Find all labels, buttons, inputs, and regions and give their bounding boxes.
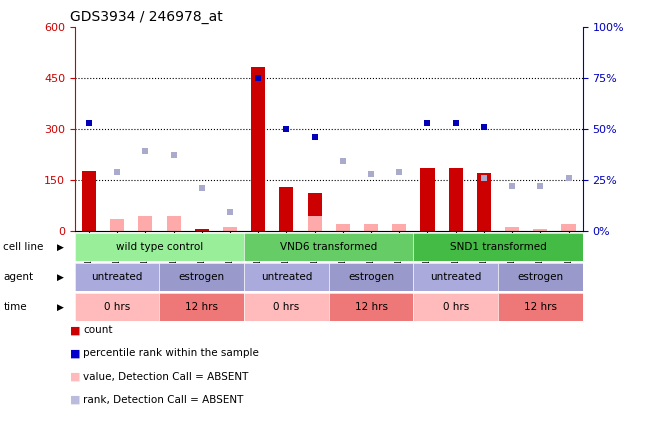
Text: 12 hrs: 12 hrs	[524, 302, 557, 313]
Text: count: count	[83, 325, 113, 335]
Text: ▶: ▶	[57, 242, 64, 252]
Bar	[477, 173, 491, 231]
Bar	[533, 229, 547, 231]
Text: 0 hrs: 0 hrs	[273, 302, 299, 313]
Text: cell line: cell line	[3, 242, 44, 252]
Text: percentile rank within the sample: percentile rank within the sample	[83, 349, 259, 358]
Bar	[110, 219, 124, 231]
Bar	[336, 224, 350, 231]
Text: wild type control: wild type control	[116, 242, 203, 252]
Text: ■: ■	[70, 325, 80, 335]
Text: estrogen: estrogen	[348, 272, 394, 282]
Text: VND6 transformed: VND6 transformed	[280, 242, 378, 252]
Text: SND1 transformed: SND1 transformed	[450, 242, 546, 252]
Bar	[223, 227, 237, 231]
Bar	[421, 168, 435, 231]
Text: time: time	[3, 302, 27, 313]
Text: ■: ■	[70, 349, 80, 358]
Text: 12 hrs: 12 hrs	[186, 302, 218, 313]
Text: untreated: untreated	[92, 272, 143, 282]
Text: 12 hrs: 12 hrs	[355, 302, 387, 313]
Text: rank, Detection Call = ABSENT: rank, Detection Call = ABSENT	[83, 395, 243, 404]
Text: ▶: ▶	[57, 273, 64, 282]
Bar	[139, 216, 152, 231]
Bar	[364, 224, 378, 231]
Bar	[82, 171, 96, 231]
Bar	[392, 224, 406, 231]
Bar	[449, 168, 463, 231]
Text: ■: ■	[70, 395, 80, 404]
Bar	[251, 67, 266, 231]
Text: value, Detection Call = ABSENT: value, Detection Call = ABSENT	[83, 372, 249, 381]
Bar	[195, 229, 209, 231]
Bar	[307, 194, 322, 231]
Bar	[279, 186, 294, 231]
Bar	[167, 216, 181, 231]
Text: ■: ■	[70, 372, 80, 381]
Text: estrogen: estrogen	[179, 272, 225, 282]
Text: untreated: untreated	[261, 272, 312, 282]
Text: ▶: ▶	[57, 303, 64, 312]
Text: 0 hrs: 0 hrs	[443, 302, 469, 313]
Text: 0 hrs: 0 hrs	[104, 302, 130, 313]
Text: agent: agent	[3, 272, 33, 282]
Bar	[307, 216, 322, 231]
Text: estrogen: estrogen	[518, 272, 563, 282]
Text: untreated: untreated	[430, 272, 481, 282]
Bar	[505, 227, 519, 231]
Bar	[561, 224, 575, 231]
Text: GDS3934 / 246978_at: GDS3934 / 246978_at	[70, 10, 223, 24]
